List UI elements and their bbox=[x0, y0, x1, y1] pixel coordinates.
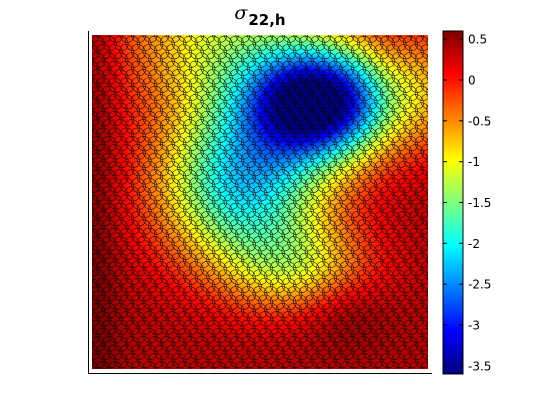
mesh-cell bbox=[339, 35, 355, 43]
mesh-cell bbox=[70, 209, 90, 229]
mesh-cell bbox=[70, 292, 90, 312]
mesh-cell bbox=[327, 35, 343, 43]
colorbar-tick-label: -2 bbox=[468, 237, 480, 251]
mesh-cell bbox=[420, 244, 428, 260]
mesh-cell bbox=[351, 35, 366, 43]
mesh-cell bbox=[200, 35, 216, 43]
mesh-cell bbox=[385, 35, 401, 43]
mesh-cell bbox=[96, 35, 111, 43]
colorbar-tick-label: -0.5 bbox=[468, 114, 491, 128]
title-symbol: σ bbox=[234, 2, 248, 24]
mesh-cell bbox=[397, 35, 413, 43]
mesh-cell bbox=[70, 175, 90, 195]
colorbar-tick-label: 0.5 bbox=[468, 33, 487, 47]
mesh-cell bbox=[420, 177, 428, 193]
mesh-cell bbox=[70, 125, 90, 145]
mesh-cell bbox=[142, 35, 158, 43]
mesh-cell bbox=[70, 25, 90, 45]
mesh-cell bbox=[70, 42, 90, 62]
stress-field bbox=[70, 25, 428, 379]
mesh-cell bbox=[70, 192, 90, 212]
mesh-cell bbox=[70, 342, 90, 362]
mesh-cell bbox=[154, 35, 169, 43]
mesh-cell bbox=[420, 294, 428, 310]
mesh-cell bbox=[70, 259, 90, 279]
mesh-cell bbox=[420, 110, 428, 127]
mesh-cell bbox=[420, 194, 428, 210]
mesh-cell bbox=[420, 211, 428, 227]
colorbar-tick-label: -3 bbox=[468, 319, 480, 333]
mesh-cell bbox=[212, 35, 227, 43]
mesh-cell bbox=[409, 35, 424, 43]
chart-title: σ22,h bbox=[92, 2, 428, 32]
colorbar-tick-label: 0 bbox=[468, 74, 476, 88]
colorbar-tick-label: -3.5 bbox=[468, 359, 491, 373]
mesh-cell bbox=[70, 158, 90, 178]
colorbar-ticks: 0.5 0 -0.5 -1 -1.5 -2 -2.5 -3 -3.5 bbox=[443, 33, 491, 373]
mesh-cell bbox=[420, 361, 428, 369]
mesh-cell bbox=[420, 94, 428, 110]
mesh-cell bbox=[246, 35, 262, 43]
mesh-cell bbox=[420, 311, 428, 327]
mesh-cell bbox=[70, 359, 90, 379]
mesh-cell bbox=[420, 77, 428, 93]
mesh-cell bbox=[223, 35, 239, 43]
stress-field-image bbox=[92, 35, 428, 369]
mesh-cell bbox=[107, 35, 123, 43]
mesh-cell bbox=[420, 327, 428, 344]
colorbar: 0.5 0 -0.5 -1 -1.5 -2 -2.5 -3 -3.5 bbox=[442, 30, 491, 375]
mesh-cell bbox=[258, 35, 274, 43]
mesh-cell bbox=[420, 35, 428, 43]
mesh-cell bbox=[70, 58, 90, 78]
mesh-cell bbox=[420, 127, 428, 143]
mesh-cell bbox=[92, 35, 100, 43]
mesh-cell bbox=[420, 344, 428, 360]
mesh-cell bbox=[293, 35, 308, 43]
mesh-cell bbox=[316, 35, 332, 43]
mesh-cell bbox=[70, 325, 90, 345]
mesh-cell bbox=[420, 60, 428, 77]
colorbar-gradient bbox=[443, 31, 463, 374]
mesh-cell bbox=[119, 35, 135, 43]
mesh-cell bbox=[70, 242, 90, 262]
mesh-cell bbox=[70, 108, 90, 128]
mesh-cell bbox=[420, 261, 428, 277]
mesh-cell bbox=[70, 75, 90, 95]
mesh-cell bbox=[235, 35, 250, 43]
mesh-cell bbox=[70, 142, 90, 162]
title-subscript: 22,h bbox=[248, 11, 286, 29]
colorbar-tick-label: -1.5 bbox=[468, 196, 491, 210]
mesh-cell bbox=[362, 35, 378, 43]
mesh-cell bbox=[304, 35, 320, 43]
mesh-cell bbox=[188, 35, 204, 43]
mesh-cell bbox=[70, 225, 90, 245]
mesh-cell bbox=[374, 35, 390, 43]
mesh-cell bbox=[270, 35, 285, 43]
mesh-cell bbox=[70, 275, 90, 295]
mesh-cell bbox=[70, 309, 90, 329]
mesh-overlay bbox=[70, 25, 428, 379]
axes-box bbox=[88, 31, 432, 374]
colorbar-tick-label: -2.5 bbox=[468, 278, 491, 292]
colorbar-tick-label: -1 bbox=[468, 155, 480, 169]
mesh-cell bbox=[281, 35, 297, 43]
mesh-cell bbox=[420, 160, 428, 177]
mesh-cell bbox=[70, 92, 90, 112]
mesh-cell bbox=[420, 227, 428, 244]
mesh-cell bbox=[420, 44, 428, 60]
mesh-cell bbox=[165, 35, 181, 43]
mesh-cell bbox=[177, 35, 193, 43]
mesh-cell bbox=[420, 277, 428, 294]
mesh-cell bbox=[130, 35, 146, 43]
mesh-cell bbox=[420, 144, 428, 160]
